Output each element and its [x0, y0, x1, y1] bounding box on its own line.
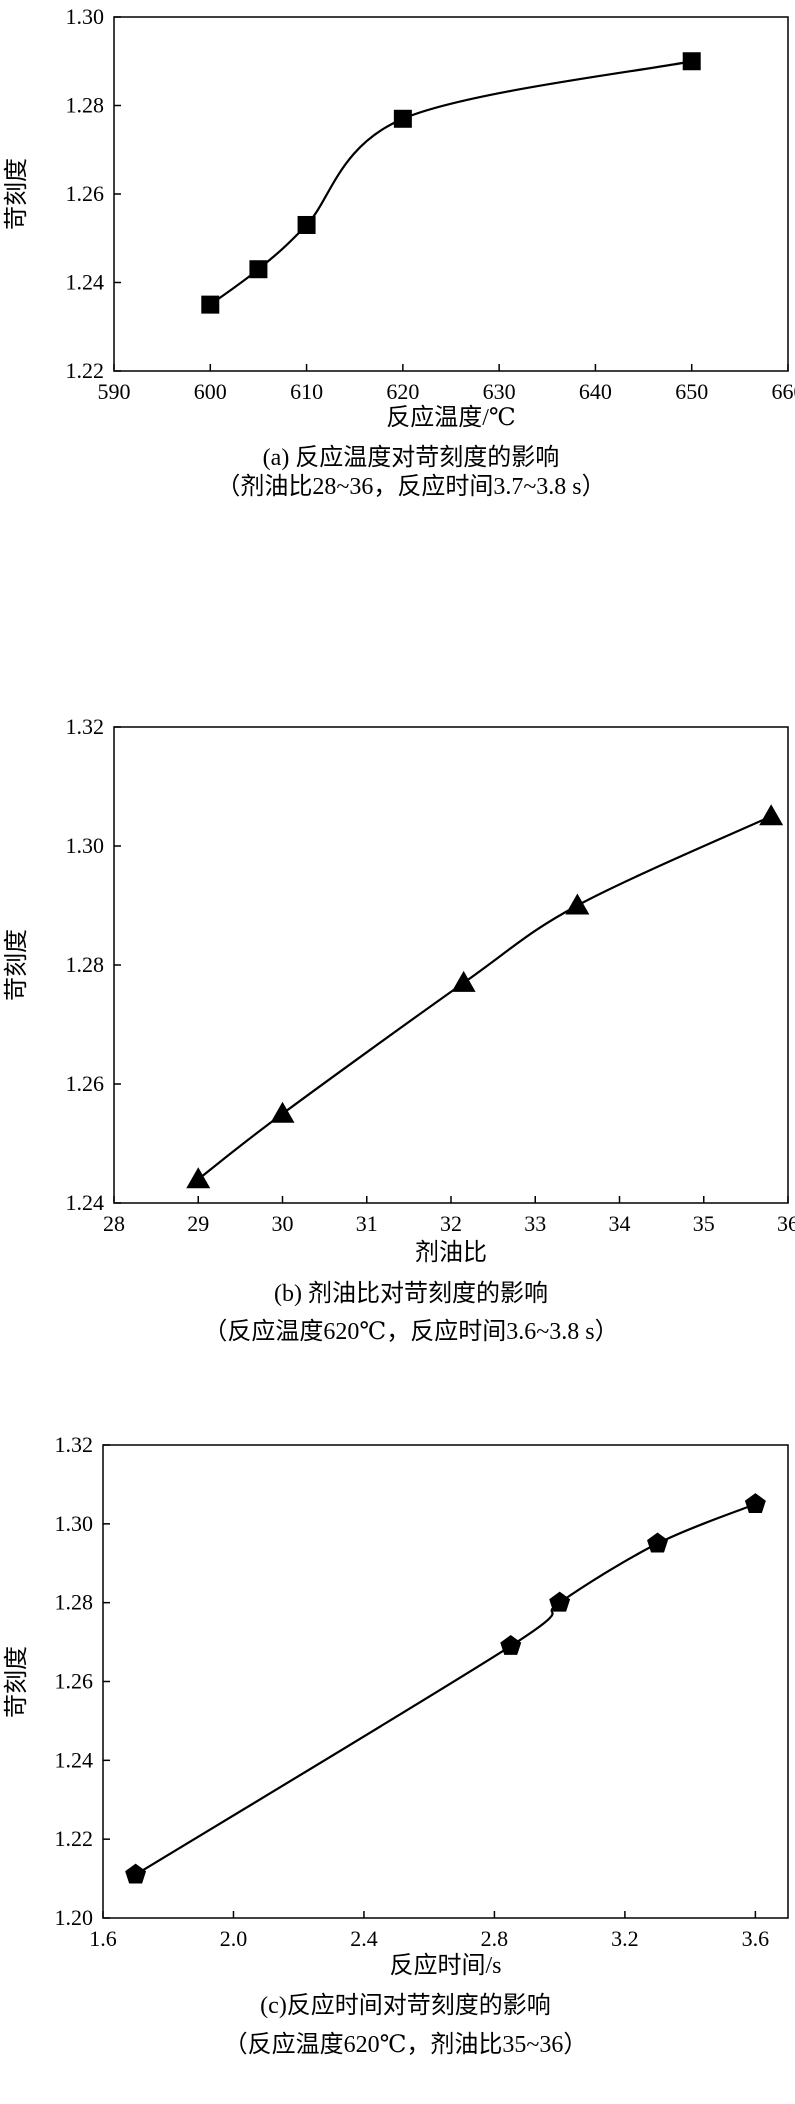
y-axis-label: 苛刻度 — [3, 158, 30, 230]
y-tick-label: 1.30 — [66, 4, 105, 29]
data-point-marker — [500, 1635, 522, 1655]
series-line — [197, 815, 772, 1181]
data-point-marker — [186, 1167, 211, 1189]
x-tick-label: 29 — [187, 1211, 209, 1236]
y-axis-label: 苛刻度 — [3, 1646, 30, 1718]
plot-frame — [113, 726, 789, 1204]
data-point-marker — [393, 109, 412, 128]
y-tick-label: 1.20 — [55, 1905, 94, 1930]
x-tick-label: 33 — [524, 1211, 546, 1236]
data-point-marker — [744, 1493, 766, 1514]
data-point-marker — [297, 215, 316, 234]
x-tick-label: 630 — [483, 379, 516, 404]
data-point-marker — [249, 260, 268, 279]
chart-2: 28 29 30 31 32 33 34 35 36 1.24 1.26 1.28 1.30 1.32 苛刻… — [3, 714, 795, 1345]
y-tick-label: 1.24 — [66, 1190, 105, 1215]
x-tick-label: 620 — [386, 379, 419, 404]
x-tick-label: 590 — [98, 379, 131, 404]
y-tick-label: 1.22 — [66, 358, 105, 383]
x-tick-label: 30 — [272, 1211, 294, 1236]
data-point-marker — [270, 1101, 295, 1123]
caption-title: (c)反应时间对苛刻度的影响 — [260, 1992, 551, 2019]
x-tick-label: 3.6 — [742, 1926, 770, 1951]
x-axis-label: 反应时间/s — [389, 1952, 501, 1979]
x-tick-label: 600 — [194, 379, 227, 404]
x-tick-label: 650 — [675, 379, 708, 404]
y-tick-label: 1.24 — [55, 1747, 94, 1772]
x-tick-label: 2.0 — [220, 1926, 248, 1951]
x-tick-label: 2.8 — [481, 1926, 509, 1951]
caption-conditions: （剂油比28~36，反应时间3.7~3.8 s） — [216, 473, 605, 500]
x-tick-label: 640 — [579, 379, 612, 404]
y-tick-label: 1.28 — [66, 952, 105, 977]
y-tick-label: 1.26 — [55, 1669, 94, 1694]
data-point-marker — [549, 1591, 571, 1612]
y-tick-label: 1.32 — [66, 714, 105, 739]
x-axis-label: 剂油比 — [415, 1239, 487, 1266]
chart-3: 1.6 2.0 2.4 2.8 3.2 3.6 1.20 1.22 1.24 1.26 1.28 1.… — [3, 1432, 789, 2058]
x-tick-label: 32 — [440, 1211, 462, 1236]
data-point-marker — [759, 804, 784, 826]
y-tick-label: 1.30 — [66, 833, 105, 858]
data-point-marker — [451, 970, 476, 992]
data-point-marker — [682, 52, 701, 71]
x-tick-label: 35 — [693, 1211, 715, 1236]
caption-conditions: （反应温度620℃，剂油比35~36） — [224, 2031, 588, 2058]
y-tick-label: 1.28 — [66, 93, 105, 118]
chart-1: 590 600 610 620 630 640 650 660 1.22 1.24 1.26 1.28… — [3, 4, 795, 500]
caption-title: (a) 反应温度对苛刻度的影响 — [263, 444, 560, 471]
x-tick-label: 36 — [777, 1211, 795, 1236]
data-point-marker — [647, 1532, 668, 1553]
data-point-marker — [565, 893, 590, 915]
x-tick-label: 610 — [290, 379, 323, 404]
x-tick-label: 31 — [356, 1211, 378, 1236]
data-point-marker — [201, 295, 220, 314]
x-tick-label: 1.6 — [89, 1926, 117, 1951]
data-point-marker — [125, 1863, 147, 1884]
x-tick-label: 34 — [609, 1211, 631, 1236]
y-tick-label: 1.28 — [55, 1590, 94, 1615]
x-tick-label: 28 — [103, 1211, 125, 1236]
caption-conditions: （反应温度620℃，反应时间3.6~3.8 s） — [203, 1318, 618, 1345]
y-tick-label: 1.26 — [66, 181, 105, 206]
x-tick-label: 660 — [772, 379, 795, 404]
y-tick-label: 1.26 — [66, 1071, 105, 1096]
caption-title: (b) 剂油比对苛刻度的影响 — [274, 1280, 548, 1307]
plot-frame — [102, 1444, 789, 1919]
x-tick-label: 3.2 — [611, 1926, 639, 1951]
x-axis-label: 反应温度/℃ — [386, 404, 516, 431]
series-line — [135, 1503, 756, 1876]
y-axis-label: 苛刻度 — [3, 929, 30, 1001]
y-tick-label: 1.22 — [55, 1826, 94, 1851]
series-line — [209, 60, 692, 306]
y-tick-label: 1.24 — [66, 270, 105, 295]
y-tick-label: 1.32 — [55, 1432, 94, 1457]
y-tick-label: 1.30 — [55, 1511, 94, 1536]
x-tick-label: 2.4 — [350, 1926, 378, 1951]
